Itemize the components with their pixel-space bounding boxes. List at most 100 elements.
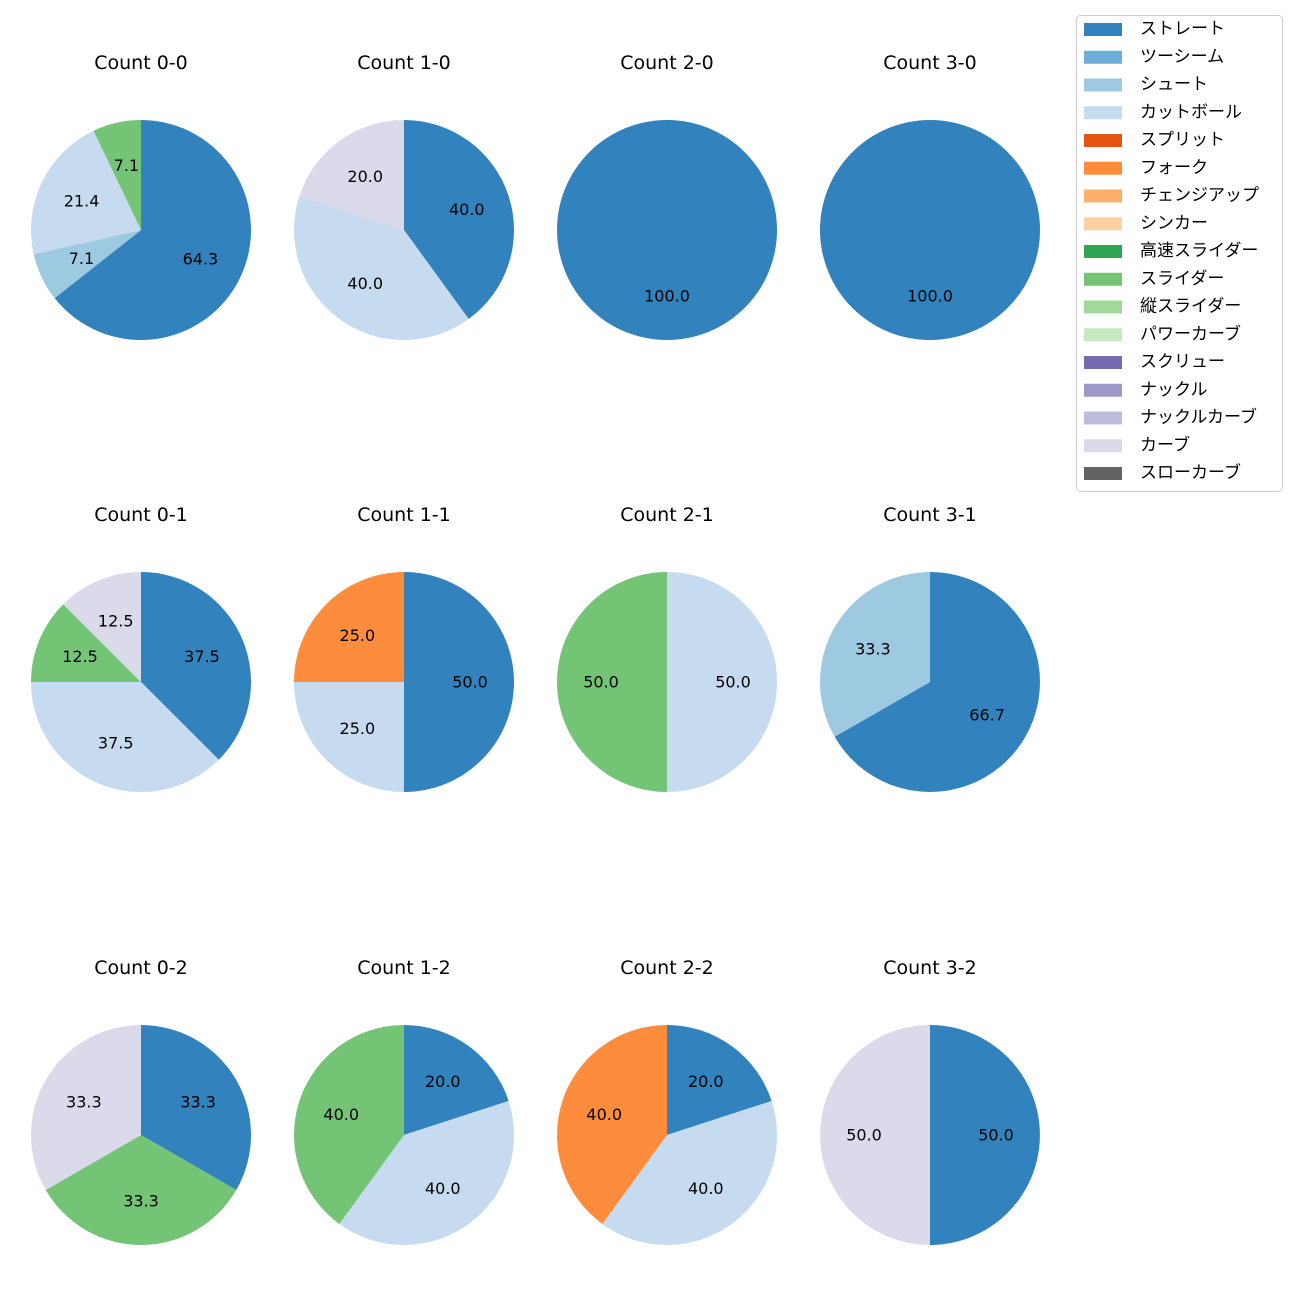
pie-slice	[834, 572, 1040, 792]
slice-label: 37.5	[98, 733, 134, 752]
legend-label: スローカーブ	[1140, 462, 1241, 483]
pie-slice	[294, 1025, 404, 1224]
legend-label: フォーク	[1140, 158, 1208, 178]
legend-item: シュート	[1084, 75, 1208, 95]
chart-title: Count 1-1	[357, 504, 451, 526]
legend-label: カットボール	[1140, 102, 1242, 122]
pie-slice	[294, 682, 404, 792]
pie-slice	[63, 572, 141, 682]
slice-label: 40.0	[323, 1105, 359, 1124]
chart-title: Count 3-0	[883, 52, 977, 74]
legend-item: 縦スライダー	[1084, 297, 1241, 317]
legend-item: ナックル	[1084, 380, 1208, 400]
legend-label: 高速スライダー	[1140, 241, 1258, 261]
pie-chart: Count 1-2 20.0 40.0 40.0	[294, 957, 514, 1245]
legend-swatch	[1084, 23, 1122, 36]
legend-item: パワーカーブ	[1084, 323, 1241, 344]
legend-item: チェンジアップ	[1084, 186, 1259, 206]
slice-label: 40.0	[449, 200, 485, 219]
slice-label: 7.1	[114, 156, 139, 175]
legend-item: 高速スライダー	[1084, 241, 1258, 261]
slice-label: 25.0	[340, 626, 376, 645]
legend-swatch	[1084, 161, 1122, 175]
chart-title: Count 3-2	[883, 957, 977, 979]
legend-label: カーブ	[1140, 434, 1190, 455]
pie-chart: Count 0-1 37.5 37.5 12.512.5	[31, 504, 251, 792]
chart-title: Count 1-2	[357, 957, 451, 979]
pie-slice	[31, 604, 141, 682]
slice-label: 21.4	[64, 192, 100, 211]
pie-slice	[404, 120, 515, 319]
legend-item: ストレート	[1084, 19, 1225, 39]
legend-swatch	[1084, 78, 1122, 92]
legend: ストレートツーシームシュートカットボールスプリットフォークチェンジアップシンカー…	[1076, 15, 1283, 492]
slice-label: 25.0	[340, 719, 376, 738]
pie-slice	[557, 1025, 667, 1224]
pie-slice	[299, 120, 404, 230]
pie-charts-grid: Count 0-0 64.3 7.1 21.4 7.1 Count 1-0 40.0 40.0…	[31, 52, 1040, 1245]
legend-swatch	[1084, 217, 1122, 231]
pie-slice	[31, 1025, 141, 1190]
legend-swatch	[1084, 328, 1122, 342]
legend-label: シンカー	[1140, 213, 1208, 233]
pie-slice	[930, 1025, 1040, 1245]
chart-title: Count 1-0	[357, 52, 451, 74]
legend-label: ナックル	[1140, 380, 1208, 400]
chart-title: Count 2-0	[620, 52, 714, 74]
legend-label: チェンジアップ	[1140, 186, 1259, 206]
legend-swatch	[1084, 300, 1122, 314]
pie-slice	[141, 572, 251, 760]
pie-slice	[294, 572, 404, 682]
pie-slice	[294, 196, 469, 341]
pie-chart: Count 3-1 66.7 33.3	[820, 504, 1040, 792]
pie-chart: Count 0-0 64.3 7.1 21.4 7.1	[31, 52, 251, 340]
legend-label: シュート	[1140, 75, 1208, 95]
slice-label: 12.5	[98, 612, 134, 631]
legend-label: ナックルカーブ	[1140, 407, 1257, 428]
slice-label: 40.0	[347, 274, 383, 293]
slice-label: 50.0	[715, 673, 751, 692]
legend-item: シンカー	[1084, 213, 1208, 233]
legend-frame	[1076, 15, 1283, 492]
legend-item: スライダー	[1084, 269, 1224, 289]
slice-label: 20.0	[347, 167, 383, 186]
legend-label: スプリット	[1140, 130, 1225, 150]
legend-swatch	[1084, 272, 1122, 286]
pie-slice	[33, 230, 142, 299]
pie-slice	[557, 120, 777, 340]
pie-slice	[31, 130, 141, 255]
slice-label: 50.0	[452, 673, 488, 692]
legend-item: フォーク	[1084, 158, 1208, 178]
pie-chart: Count 2-0 100.0	[557, 52, 777, 340]
pie-slice	[667, 572, 777, 792]
slice-label: 100.0	[907, 287, 953, 306]
pie-slice	[93, 120, 141, 230]
pie-chart: Count 1-1 50.0 25.0 25.0	[294, 504, 514, 792]
legend-swatch	[1084, 50, 1122, 64]
slice-label: 20.0	[425, 1072, 461, 1091]
slice-label: 33.3	[66, 1093, 102, 1112]
legend-item: スローカーブ	[1084, 462, 1241, 483]
pie-slice	[31, 682, 219, 792]
pie-slice	[820, 1025, 930, 1245]
legend-item: カーブ	[1084, 434, 1190, 455]
legend-label: パワーカーブ	[1140, 323, 1241, 344]
pie-slice	[404, 1025, 509, 1135]
pie-slice	[54, 120, 251, 340]
pie-slice	[557, 572, 667, 792]
slice-label: 40.0	[586, 1105, 622, 1124]
pie-slice	[45, 1135, 237, 1245]
legend-item: ナックルカーブ	[1084, 407, 1257, 428]
legend-swatch	[1084, 245, 1122, 258]
slice-label: 64.3	[183, 249, 219, 268]
legend-swatch	[1084, 189, 1122, 203]
slice-label: 50.0	[978, 1126, 1014, 1145]
legend-swatch	[1084, 439, 1122, 453]
pie-slice	[820, 120, 1040, 340]
legend-item: ツーシーム	[1084, 47, 1224, 67]
chart-title: Count 0-1	[94, 504, 188, 526]
legend-swatch	[1084, 411, 1122, 425]
legend-item: スクリュー	[1084, 352, 1225, 372]
slice-label: 33.3	[123, 1192, 159, 1211]
